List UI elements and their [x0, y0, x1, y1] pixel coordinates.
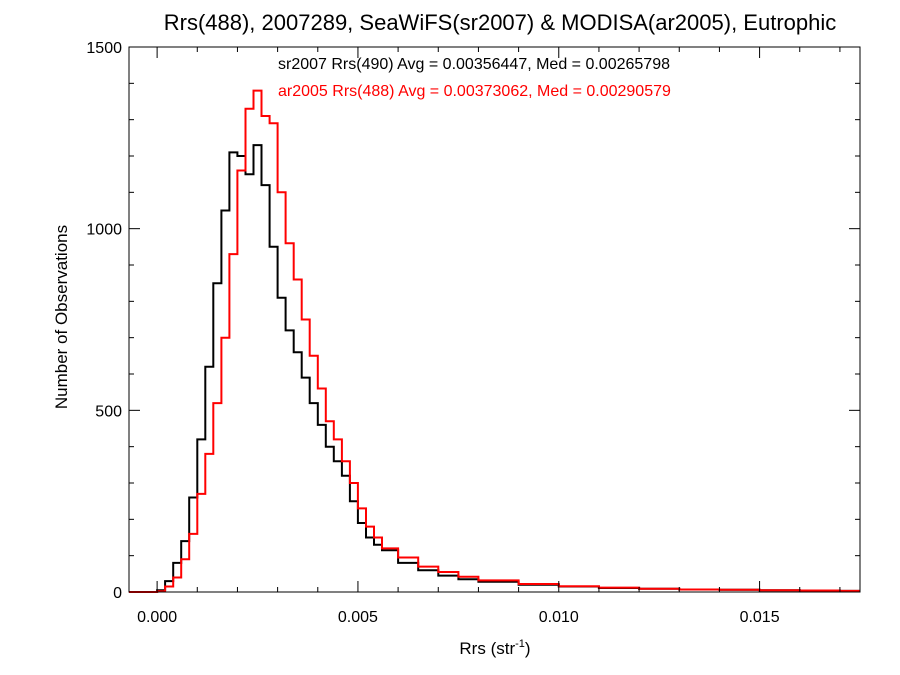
x-axis-label-tail: ) [525, 639, 531, 658]
series-layer [129, 89, 860, 593]
x-axis-label-sup: -1 [515, 638, 525, 650]
x-axis-label: Rrs (str-1) [459, 638, 530, 658]
y-tick-label: 1500 [86, 40, 122, 57]
y-tick-label: 500 [95, 403, 122, 420]
series-line-1 [129, 144, 860, 593]
y-tick-label: 1000 [86, 222, 122, 239]
x-tick-label: 0.000 [137, 609, 177, 626]
plot-frame [128, 46, 861, 593]
annotation-series-2: ar2005 Rrs(488) Avg = 0.00373062, Med = … [278, 83, 671, 100]
x-tick-label: 0.005 [338, 609, 378, 626]
tick-layer: 0.000 0.005 0.010 0.015 0 500 1000 1500 [86, 40, 860, 626]
y-tick-label: 0 [113, 585, 122, 602]
y-axis-label: Number of Observations [52, 225, 71, 409]
x-tick-label: 0.015 [740, 609, 780, 626]
annotation-series-1: sr2007 Rrs(490) Avg = 0.00356447, Med = … [278, 56, 670, 73]
x-axis-label-base: Rrs (str [459, 639, 515, 658]
chart-title: Rrs(488), 2007289, SeaWiFS(sr2007) & MOD… [164, 10, 837, 35]
x-tick-label: 0.010 [539, 609, 579, 626]
series-line-2 [129, 89, 860, 593]
